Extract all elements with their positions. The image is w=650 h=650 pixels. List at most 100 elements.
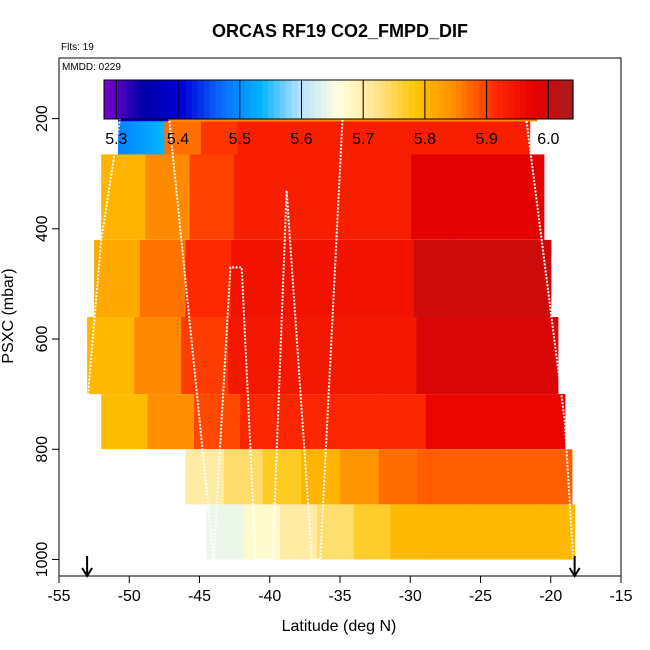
colorbar-swatch bbox=[379, 80, 386, 119]
colorbar-swatch bbox=[104, 80, 111, 119]
heatmap-cell bbox=[278, 154, 324, 240]
colorbar-swatch bbox=[250, 80, 258, 119]
x-tick-label: -30 bbox=[399, 588, 422, 605]
heatmap-cell bbox=[347, 121, 385, 155]
colorbar-swatch bbox=[508, 80, 515, 119]
colorbar-swatch bbox=[174, 80, 181, 119]
colorbar-swatch bbox=[268, 80, 275, 119]
colorbar-swatch bbox=[326, 80, 334, 119]
colorbar-tick-label: 5.4 bbox=[167, 131, 189, 148]
colorbar-swatch bbox=[109, 80, 117, 119]
chart-title: ORCAS RF19 CO2_FMPD_DIF bbox=[212, 21, 468, 41]
heatmap-cell bbox=[127, 121, 133, 155]
heatmap-cell bbox=[136, 121, 142, 155]
colorbar-swatch bbox=[473, 80, 480, 119]
colorbar-swatch bbox=[520, 80, 527, 119]
colorbar-swatch bbox=[262, 80, 269, 119]
colorbar-swatch bbox=[215, 80, 222, 119]
heatmap-cell bbox=[417, 449, 457, 505]
y-tick-label: 1000 bbox=[34, 542, 51, 578]
date-label: MMDD: 0229 bbox=[62, 62, 121, 73]
heatmap-cell bbox=[455, 154, 501, 240]
heatmap-cell bbox=[537, 504, 576, 560]
heatmap-cell bbox=[459, 239, 506, 317]
heatmap-cell bbox=[139, 239, 187, 317]
heatmap-cell bbox=[322, 239, 369, 317]
heatmap-cell bbox=[231, 239, 278, 317]
colorbar-swatch bbox=[285, 80, 293, 119]
colorbar-tick-label: 5.6 bbox=[290, 131, 312, 148]
colorbar-swatch bbox=[449, 80, 457, 119]
heatmap-cell bbox=[240, 394, 288, 450]
colorbar-swatch bbox=[561, 80, 568, 119]
track-start-arrow bbox=[81, 556, 93, 578]
heatmap-cell bbox=[237, 121, 275, 155]
colorbar-swatch bbox=[145, 80, 152, 119]
colorbar-swatch bbox=[432, 80, 439, 119]
heatmap-cell bbox=[159, 121, 165, 155]
colorbar-tick-label: 5.5 bbox=[229, 131, 251, 148]
colorbar-tick-label: 5.3 bbox=[105, 131, 127, 148]
track-markers bbox=[81, 556, 581, 578]
colorbar-swatch bbox=[391, 80, 398, 119]
colorbar-swatch bbox=[485, 80, 492, 119]
heatmap-cell bbox=[286, 394, 334, 450]
colorbar-swatch bbox=[467, 80, 474, 119]
colorbar-swatch bbox=[256, 80, 263, 119]
heatmap-cell bbox=[200, 121, 238, 155]
heatmap-cell bbox=[164, 121, 202, 155]
heatmap-cell bbox=[122, 121, 128, 155]
x-tick-label: -15 bbox=[609, 588, 632, 605]
heatmap-cells bbox=[87, 107, 576, 560]
colorbar-swatch bbox=[139, 80, 146, 119]
flights-label: Flts: 19 bbox=[61, 42, 94, 53]
colorbar-swatch bbox=[438, 80, 445, 119]
colorbar-swatch bbox=[115, 80, 123, 119]
colorbar-swatch bbox=[156, 80, 164, 119]
heatmap-cell bbox=[353, 504, 392, 560]
heatmap-cell bbox=[368, 239, 415, 317]
x-tick-label: -25 bbox=[469, 588, 492, 605]
heatmap-cell bbox=[185, 239, 232, 317]
heatmap-cell bbox=[366, 154, 412, 240]
colorbar-swatch bbox=[408, 80, 416, 119]
colorbar-swatch bbox=[162, 80, 170, 119]
heatmap-cell bbox=[193, 394, 241, 450]
heatmap-cell bbox=[518, 394, 566, 450]
colorbar-swatch bbox=[549, 80, 556, 119]
heatmap-cell bbox=[333, 394, 380, 450]
track-end-arrow bbox=[568, 556, 581, 578]
heatmap-cell bbox=[228, 317, 276, 395]
heatmap-cell bbox=[390, 504, 428, 560]
heatmap-cell bbox=[378, 449, 418, 505]
heatmap-cell bbox=[413, 239, 461, 317]
y-axis-label: PSXC (mbar) bbox=[0, 268, 17, 363]
colorbar-swatch bbox=[338, 80, 345, 119]
heatmap-cell bbox=[494, 449, 534, 505]
colorbar-swatch bbox=[455, 80, 463, 119]
colorbar-swatch bbox=[461, 80, 469, 119]
colorbar-swatch bbox=[414, 80, 422, 119]
colorbar-swatch bbox=[444, 80, 451, 119]
colorbar-swatch bbox=[397, 80, 404, 119]
colorbar-swatch bbox=[238, 80, 246, 119]
colorbar-swatch bbox=[233, 80, 240, 119]
heatmap-cell bbox=[155, 121, 161, 155]
colorbar-swatch bbox=[543, 80, 551, 119]
colorbar-swatch bbox=[502, 80, 510, 119]
colorbar-swatch bbox=[279, 80, 287, 119]
colorbar-swatch bbox=[221, 80, 228, 119]
x-tick-label: -20 bbox=[539, 588, 562, 605]
colorbar-swatch bbox=[291, 80, 299, 119]
colorbar-swatch bbox=[514, 80, 521, 119]
colorbar-swatch bbox=[479, 80, 486, 119]
colorbar-swatch bbox=[344, 80, 351, 119]
x-tick-label: -40 bbox=[258, 588, 281, 605]
heatmap-cell bbox=[416, 317, 465, 395]
colorbar-swatch bbox=[186, 80, 193, 119]
heatmap-cell bbox=[134, 317, 182, 395]
colorbar-tick-label: 5.9 bbox=[475, 131, 497, 148]
colorbar-swatch bbox=[332, 80, 340, 119]
colorbar-swatch bbox=[150, 80, 158, 119]
heatmap-cell bbox=[131, 121, 138, 155]
